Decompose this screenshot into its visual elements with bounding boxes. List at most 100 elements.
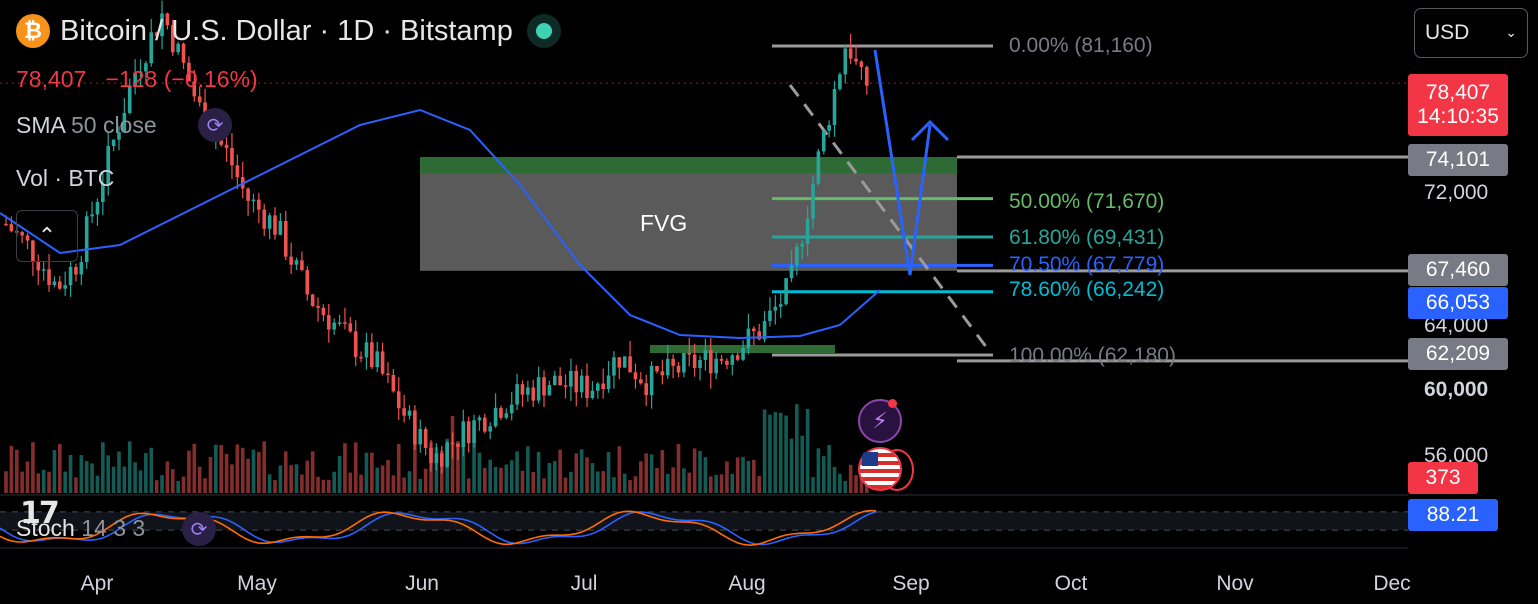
stoch-legend[interactable]: Stoch 14 3 3 bbox=[16, 515, 145, 542]
candle-body bbox=[805, 218, 810, 244]
volume-bar bbox=[800, 435, 805, 493]
candle-body bbox=[725, 360, 729, 365]
volume-legend[interactable]: Vol · BTC bbox=[16, 165, 115, 191]
candle-body bbox=[348, 323, 353, 332]
candle-body bbox=[466, 421, 471, 444]
candle-body bbox=[499, 407, 503, 418]
last-price-tag: 78,407 14:10:35 bbox=[1408, 74, 1508, 136]
volume-bar bbox=[499, 467, 503, 493]
lightning-event-icon[interactable]: ⚡ bbox=[858, 399, 902, 443]
volume-bar bbox=[579, 449, 584, 493]
candle-body bbox=[144, 63, 148, 72]
collapse-legend-button[interactable]: ⌃ bbox=[16, 210, 78, 262]
x-tick-label: Sep bbox=[892, 572, 930, 595]
candle-body bbox=[493, 407, 498, 427]
candle-body bbox=[617, 357, 622, 368]
volume-bar bbox=[757, 476, 761, 493]
candle-body bbox=[649, 365, 654, 396]
symbol-title[interactable]: Bitcoin / U.S. Dollar · 1D · Bitstamp bbox=[60, 14, 513, 47]
stoch-params: 14 3 3 bbox=[81, 515, 146, 541]
volume-bar bbox=[644, 453, 649, 493]
volume-bar bbox=[160, 475, 164, 493]
candle-body bbox=[752, 328, 756, 332]
volume-bar bbox=[741, 456, 745, 493]
volume-bar bbox=[730, 473, 735, 493]
projection-arrow-head bbox=[910, 119, 950, 142]
candle-body bbox=[741, 348, 745, 360]
market-open-icon bbox=[526, 14, 561, 48]
candle-body bbox=[579, 375, 584, 393]
candle-body bbox=[536, 377, 541, 401]
candle-body bbox=[197, 96, 202, 103]
candle-body bbox=[289, 256, 293, 265]
candle-body bbox=[622, 356, 627, 368]
candle-body bbox=[569, 370, 573, 387]
candle-body bbox=[542, 377, 546, 396]
sma-50-line bbox=[0, 108, 881, 340]
volume-bar bbox=[101, 442, 105, 493]
candle-body bbox=[633, 372, 638, 380]
candle-body bbox=[31, 240, 35, 262]
sma-legend[interactable]: SMA 50 close bbox=[16, 112, 157, 139]
candle-body bbox=[47, 269, 51, 286]
volume-bar bbox=[240, 447, 245, 493]
candle-body bbox=[170, 25, 175, 53]
candle-body bbox=[267, 215, 272, 229]
volume-bar bbox=[267, 474, 272, 493]
volume-bar bbox=[25, 461, 30, 493]
volume-bar bbox=[488, 459, 492, 493]
candle-body bbox=[854, 58, 858, 62]
candle-body bbox=[74, 267, 78, 275]
volume-bar bbox=[84, 461, 89, 493]
candle-body bbox=[133, 72, 137, 86]
candle-body bbox=[278, 220, 283, 235]
volume-bar bbox=[854, 475, 858, 493]
candle-body bbox=[865, 67, 869, 86]
candle-body bbox=[68, 267, 73, 286]
volume-bar bbox=[332, 471, 336, 493]
volume-bar bbox=[493, 466, 498, 493]
volume-bar bbox=[235, 444, 240, 493]
candle-body bbox=[181, 43, 186, 63]
candle-body bbox=[63, 285, 67, 289]
sync-icon[interactable]: ⟳ bbox=[198, 108, 232, 142]
volume-bar bbox=[370, 452, 374, 493]
volume-bar bbox=[558, 449, 562, 493]
x-tick-label: May bbox=[237, 572, 277, 595]
volume-bar bbox=[547, 462, 552, 493]
volume-bar bbox=[117, 451, 121, 493]
stoch-d-line bbox=[0, 509, 877, 547]
volume-bar bbox=[665, 473, 670, 493]
us-flag-event-icon[interactable] bbox=[858, 447, 902, 491]
candle-body bbox=[192, 81, 197, 97]
candle-body bbox=[692, 354, 697, 369]
candle-body bbox=[407, 410, 412, 416]
volume-bar bbox=[633, 476, 638, 493]
volume-bar bbox=[596, 471, 600, 493]
tradingview-logo: 17 bbox=[20, 496, 60, 531]
sync-icon[interactable]: ⟳ bbox=[182, 512, 216, 546]
volume-bar bbox=[434, 447, 439, 493]
candle-body bbox=[52, 281, 57, 286]
volume-bar bbox=[262, 441, 267, 493]
candle-body bbox=[58, 281, 62, 289]
volume-bar bbox=[789, 438, 794, 493]
y-tick-label: 72,000 bbox=[1424, 181, 1489, 204]
volume-bar bbox=[283, 451, 288, 493]
volume-bar bbox=[402, 477, 406, 493]
candle-body bbox=[644, 383, 649, 396]
notification-dot-icon bbox=[888, 399, 897, 408]
volume-bar bbox=[784, 415, 788, 493]
volume-bar bbox=[574, 453, 579, 493]
volume-bar bbox=[257, 452, 261, 493]
candle-body bbox=[757, 331, 761, 340]
volume-bar bbox=[660, 450, 665, 493]
candle-body bbox=[337, 322, 342, 324]
candle-body bbox=[418, 428, 423, 445]
y-tick-label: 56,000 bbox=[1424, 444, 1489, 467]
candle-body bbox=[719, 358, 724, 361]
candle-body bbox=[84, 216, 89, 263]
volume-bar bbox=[746, 460, 751, 493]
currency-select[interactable]: USD ⌄ bbox=[1414, 8, 1528, 58]
